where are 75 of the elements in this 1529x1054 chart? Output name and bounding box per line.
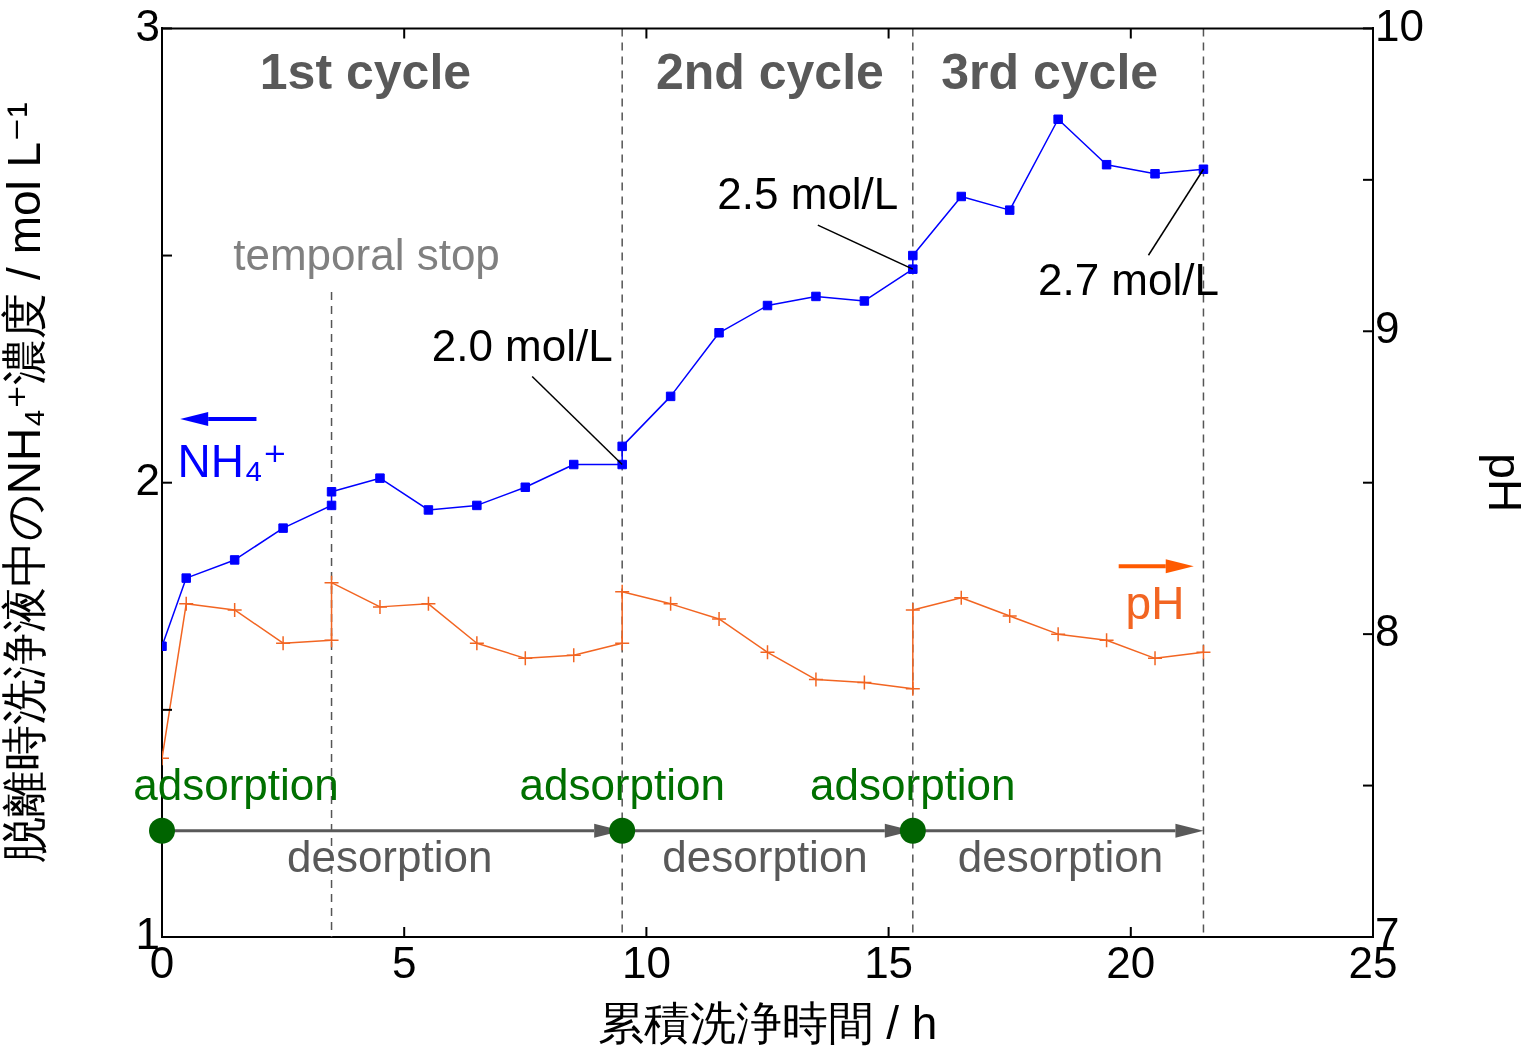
- point: [762, 300, 773, 311]
- x-tick-label: 20: [1106, 937, 1156, 987]
- point: [372, 599, 388, 615]
- x-tick-label: 5: [391, 937, 417, 987]
- point: [375, 473, 385, 483]
- point: [711, 611, 727, 627]
- point: [614, 583, 630, 600]
- point: [469, 635, 485, 651]
- point: [1001, 608, 1018, 624]
- point: [565, 647, 582, 664]
- point: [226, 602, 243, 618]
- series-label: pH: [1125, 576, 1185, 629]
- point: [472, 500, 482, 511]
- x-tick-label: 15: [864, 937, 914, 987]
- point: [905, 680, 921, 697]
- point: [859, 296, 870, 306]
- annotation: 2.5 mol/L: [717, 169, 899, 219]
- annotation: desorption: [286, 831, 493, 881]
- point: [811, 291, 821, 302]
- point: [178, 596, 194, 612]
- annotation: adsorption: [810, 760, 1016, 810]
- point: [956, 191, 966, 202]
- point: [569, 459, 579, 470]
- y-tick-label: 2: [135, 454, 160, 504]
- point: [953, 590, 970, 606]
- y2-tick-label: 10: [1375, 0, 1424, 50]
- point: [614, 635, 630, 651]
- point: [517, 650, 534, 667]
- point: [423, 505, 434, 515]
- point: [665, 391, 676, 402]
- y2-tick-label: 8: [1375, 606, 1400, 656]
- y-tick-label: 3: [135, 0, 160, 50]
- point: [617, 441, 627, 452]
- ref-line-label: temporal stop: [233, 230, 500, 280]
- annotation: 2.0 mol/L: [431, 320, 613, 370]
- point: [420, 596, 437, 612]
- annotation: 3rd cycle: [941, 44, 1159, 101]
- y2-axis-title: pH: [1478, 453, 1529, 513]
- point: [1050, 626, 1066, 642]
- point: [908, 264, 918, 274]
- point: [905, 602, 921, 618]
- annotation: desorption: [957, 831, 1164, 881]
- point: [323, 574, 340, 591]
- point: [1053, 114, 1063, 124]
- point: [229, 555, 240, 565]
- point: [714, 328, 724, 338]
- point: [908, 250, 918, 261]
- point: [326, 500, 337, 511]
- point: [1098, 632, 1115, 648]
- annotation: 2nd cycle: [655, 44, 884, 101]
- annotation: adsorption: [519, 760, 725, 810]
- point: [1150, 169, 1160, 179]
- point: [181, 573, 191, 583]
- x-axis-title: 累積洗浄時間 / h: [597, 997, 938, 1050]
- legend-label: NH₄⁺: [177, 435, 287, 488]
- annotation: 2.7 mol/L: [1037, 255, 1219, 305]
- point: [326, 487, 337, 497]
- x-tick-label: 10: [621, 937, 671, 987]
- point: [808, 671, 824, 688]
- point: [617, 459, 627, 470]
- point: [278, 523, 288, 533]
- y2-tick-label: 9: [1375, 303, 1400, 353]
- point: [1195, 644, 1212, 661]
- point: [1101, 159, 1112, 170]
- point: [323, 632, 340, 648]
- y-axis-title: 脱離時洗浄液中のNH₄⁺濃度 / mol L⁻¹: [0, 102, 51, 864]
- annotation: desorption: [662, 831, 868, 881]
- point: [856, 674, 873, 691]
- annotation: 1st cycle: [259, 44, 472, 101]
- point: [275, 635, 291, 651]
- point: [759, 644, 776, 661]
- point: [1004, 205, 1015, 215]
- point: [1147, 650, 1163, 667]
- point: [520, 482, 531, 492]
- point: [662, 596, 679, 612]
